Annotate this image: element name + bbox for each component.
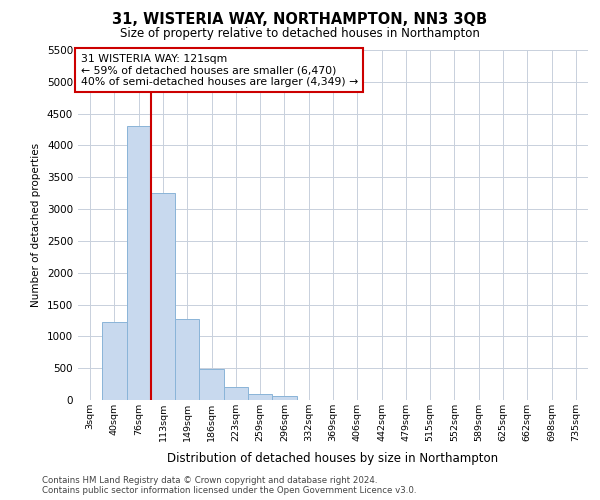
Text: Contains HM Land Registry data © Crown copyright and database right 2024.
Contai: Contains HM Land Registry data © Crown c… [42,476,416,495]
Text: 31, WISTERIA WAY, NORTHAMPTON, NN3 3QB: 31, WISTERIA WAY, NORTHAMPTON, NN3 3QB [112,12,488,28]
Bar [224,386,248,400]
Bar [102,322,127,400]
Bar [199,370,224,400]
Y-axis label: Number of detached properties: Number of detached properties [31,143,41,307]
Text: 31 WISTERIA WAY: 121sqm
← 59% of detached houses are smaller (6,470)
40% of semi: 31 WISTERIA WAY: 121sqm ← 59% of detache… [80,54,358,86]
Bar [248,394,272,400]
Text: Size of property relative to detached houses in Northampton: Size of property relative to detached ho… [120,28,480,40]
Bar [272,396,296,400]
Bar [151,193,175,400]
X-axis label: Distribution of detached houses by size in Northampton: Distribution of detached houses by size … [167,452,499,466]
Bar [175,319,199,400]
Bar [127,126,151,400]
